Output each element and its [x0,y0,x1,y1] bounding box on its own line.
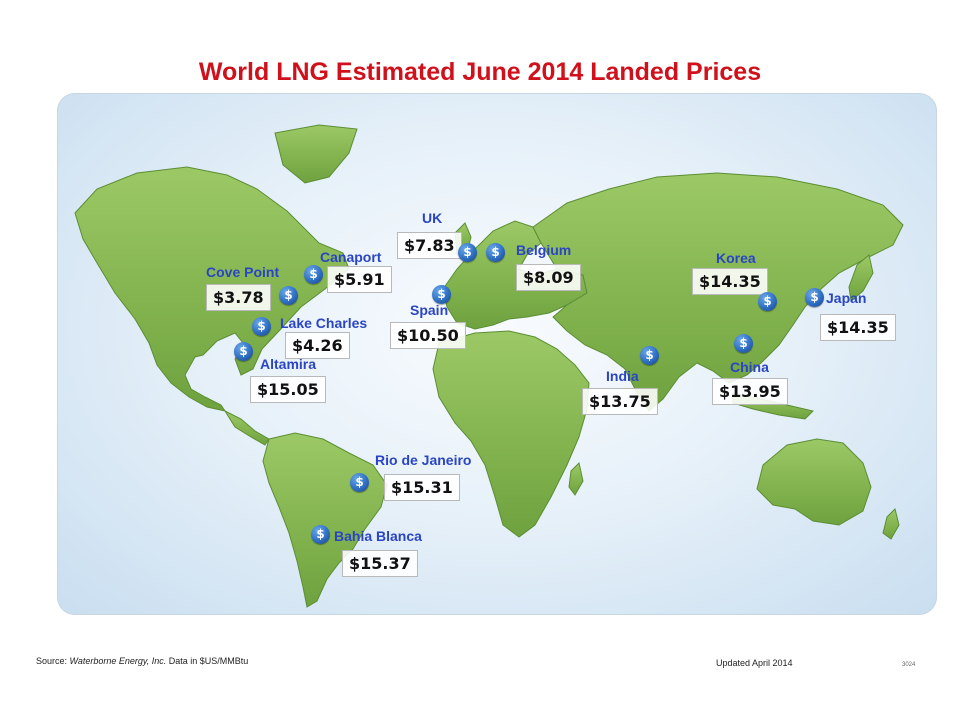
location-label-spain: Spain [410,302,449,318]
dollar-icon: $ [486,243,505,262]
dollar-icon: $ [458,243,477,262]
africa-shape [432,330,590,538]
source-name: Waterborne Energy, Inc. [69,656,167,666]
price-spain: $10.50 [390,322,466,349]
updated-note: Updated April 2014 [716,658,793,668]
location-label-altamira: Altamira [260,356,317,372]
location-label-canaport: Canaport [320,249,382,265]
price-lake-charles: $4.26 [285,332,350,359]
new-zealand-shape [882,508,900,540]
world-map-shapes [74,124,904,608]
location-label-lake-charles: Lake Charles [280,315,368,331]
dollar-icon: $ [304,265,323,284]
price-canaport: $5.91 [327,266,392,293]
japan-shape [848,254,874,302]
location-label-belgium: Belgium [516,242,572,258]
location-label-cove-point: Cove Point [206,264,280,280]
price-korea: $14.35 [692,268,768,295]
location-label-japan: Japan [826,290,867,306]
location-label-india: India [606,368,639,384]
dollar-icon: $ [432,285,451,304]
price-belgium: $8.09 [516,264,581,291]
price-japan: $14.35 [820,314,896,341]
price-rio-de-janeiro: $15.31 [384,474,460,501]
dollar-icon: $ [311,525,330,544]
location-label-uk: UK [422,210,443,226]
central-america-shape [223,409,270,446]
price-india: $13.75 [582,388,658,415]
location-label-china: China [730,359,769,375]
price-cove-point: $3.78 [206,284,271,311]
madagascar-shape [568,462,584,496]
dollar-icon: $ [758,292,777,311]
south-america-shape [262,432,388,608]
world-map [57,93,937,615]
dollar-icon: $ [234,342,253,361]
dollar-icon: $ [734,334,753,353]
dollar-icon: $ [805,288,824,307]
greenland-shape [274,124,358,184]
australia-shape [756,438,872,526]
source-note: Source: Waterborne Energy, Inc. Data in … [36,656,248,666]
dollar-icon: $ [279,286,298,305]
price-china: $13.95 [712,378,788,405]
dollar-icon: $ [252,317,271,336]
slide-number: 3024 [902,662,916,668]
location-label-korea: Korea [716,250,756,266]
price-uk: $7.83 [397,232,462,259]
dollar-icon: $ [640,346,659,365]
location-label-rio-de-janeiro: Rio de Janeiro [375,452,472,468]
price-bahia-blanca: $15.37 [342,550,418,577]
source-prefix: Source: [36,656,68,666]
location-label-bahia-blanca: Bahia Blanca [334,528,422,544]
price-altamira: $15.05 [250,376,326,403]
source-units: Data in $US/MMBtu [168,656,249,666]
map-title: World LNG Estimated June 2014 Landed Pri… [198,58,762,86]
dollar-icon: $ [350,473,369,492]
